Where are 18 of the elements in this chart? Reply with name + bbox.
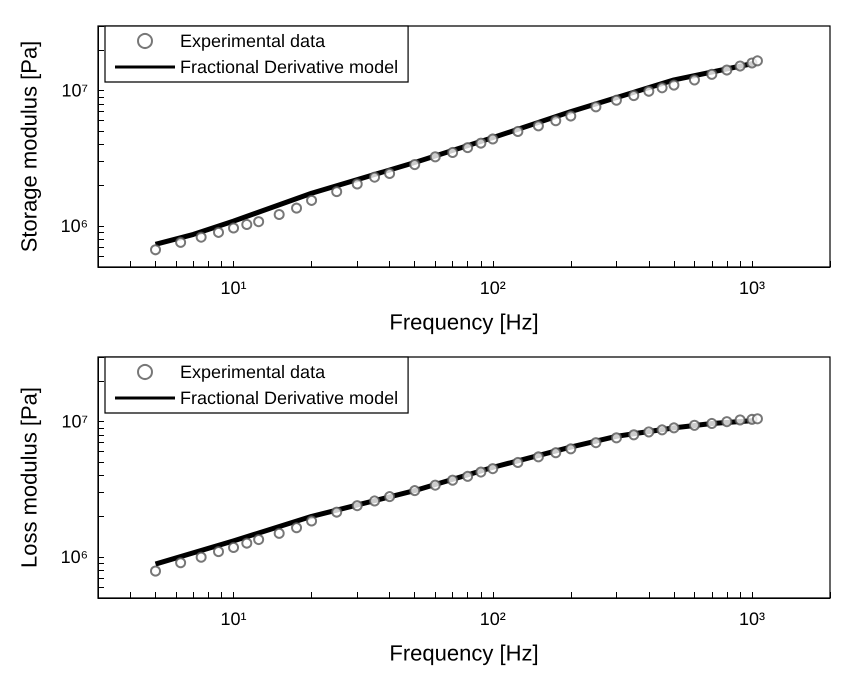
legend-label: Experimental data	[180, 31, 326, 51]
y-tick-label: 10⁷	[61, 80, 88, 101]
x-axis-title: Frequency [Hz]	[389, 310, 539, 334]
x-tick-label: 10³	[738, 278, 765, 298]
legend-label: Fractional Derivative model	[180, 57, 398, 77]
y-axis-title: Loss modulus [Pa]	[16, 387, 42, 568]
x-tick-label: 10²	[480, 278, 506, 298]
legend-label: Fractional Derivative model	[180, 388, 398, 408]
y-tick-label: 10⁶	[60, 547, 88, 568]
y-tick-label: 10⁶	[60, 216, 88, 236]
x-tick-label: 10²	[480, 609, 506, 629]
x-tick-label: 10³	[738, 609, 765, 629]
x-tick-label: 10¹	[220, 609, 247, 629]
x-axis-title: Frequency [Hz]	[389, 640, 539, 666]
legend-label: Experimental data	[180, 362, 326, 382]
y-axis-title: Storage modulus [Pa]	[16, 40, 42, 252]
y-tick-label: 10⁷	[61, 412, 88, 432]
x-tick-label: 10¹	[220, 278, 247, 298]
